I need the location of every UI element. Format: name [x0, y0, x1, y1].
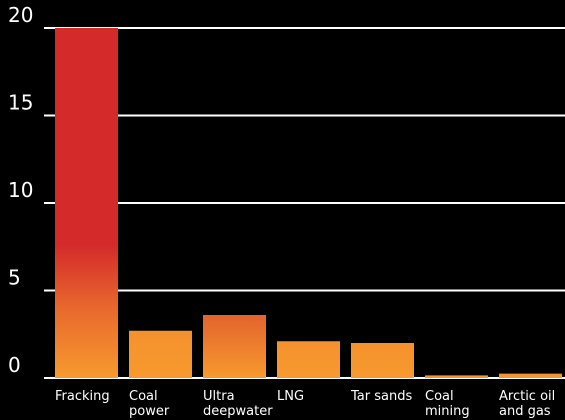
x-tick-label-line: Arctic oil	[499, 389, 555, 404]
x-tick-label-line: Ultra	[203, 389, 235, 404]
x-tick-label-line: deepwater	[203, 404, 273, 419]
bar	[55, 28, 118, 378]
x-tick-label: Coal mining	[425, 389, 470, 419]
y-tick-label: 5	[8, 266, 21, 290]
x-tick-label-line: Tar sands	[350, 389, 412, 404]
y-tick-label: 0	[8, 353, 21, 377]
x-tick-label-line: mining	[425, 404, 470, 419]
x-tick-label: Coal power	[129, 389, 170, 419]
bars-layer	[55, 28, 562, 378]
grid-layer	[44, 27, 565, 379]
x-tick-label-line: and gas	[499, 404, 551, 419]
y-tick-label: 20	[8, 3, 33, 27]
bar	[499, 373, 562, 378]
x-tick-label: Tar sands	[350, 389, 412, 404]
x-tick-label-line: Coal	[425, 389, 454, 404]
bar	[351, 343, 414, 378]
x-tick-label: Arctic oil and gas	[499, 389, 555, 419]
bar	[425, 375, 488, 378]
bar	[277, 341, 340, 378]
x-tick-label: Ultra deepwater	[203, 389, 273, 419]
y-tick-label: 15	[8, 91, 33, 115]
x-tick-label: Fracking	[55, 389, 110, 404]
x-tick-label-line: LNG	[277, 389, 304, 404]
x-tick-label-line: Coal	[129, 389, 158, 404]
x-tick-label: LNG	[277, 389, 304, 404]
x-tick-label-line: power	[129, 404, 170, 419]
x-tick-label-line: Fracking	[55, 389, 110, 404]
bar	[129, 330, 192, 378]
y-tick-label: 10	[8, 178, 33, 202]
bar	[203, 315, 266, 378]
